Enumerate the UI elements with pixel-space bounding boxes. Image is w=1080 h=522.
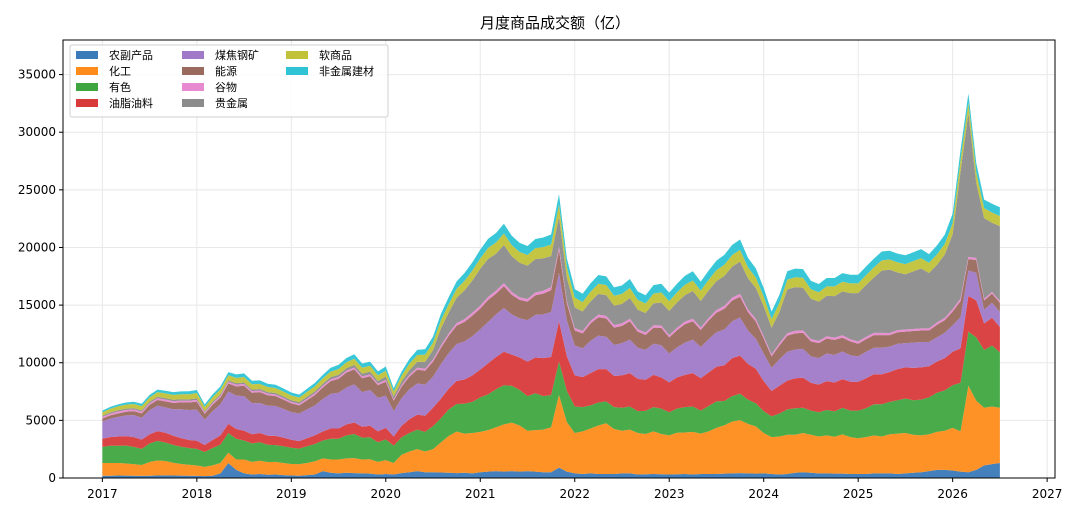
y-tick-label: 30000 [18, 125, 56, 139]
area-series-6 [102, 246, 1000, 419]
legend-label: 油脂油料 [109, 96, 153, 110]
area-series-layer [102, 93, 1000, 478]
area-series-4 [102, 270, 1000, 446]
x-tick-label: 2019 [276, 487, 307, 501]
legend-swatch [182, 83, 204, 91]
y-tick-label: 15000 [18, 298, 56, 312]
area-series-5 [102, 249, 1000, 422]
legend-swatch [182, 99, 204, 107]
x-tick-label: 2021 [465, 487, 496, 501]
legend-label: 谷物 [215, 80, 237, 94]
y-tick-label: 0 [48, 471, 56, 485]
x-tick-label: 2022 [559, 487, 590, 501]
legend-label: 有色 [109, 80, 131, 94]
legend-swatch [76, 67, 98, 75]
legend-label: 贵金属 [215, 96, 248, 110]
legend-label: 农副产品 [109, 48, 153, 62]
area-series-3 [102, 295, 1000, 452]
y-tick-label: 35000 [18, 68, 56, 82]
y-tick-label: 10000 [18, 356, 56, 370]
legend-label: 非金属建材 [319, 64, 374, 78]
x-tick-label: 2027 [1032, 487, 1063, 501]
area-series-2 [102, 331, 1000, 467]
x-tick-label: 2024 [748, 487, 779, 501]
y-tick-label: 20000 [18, 240, 56, 254]
legend-swatch [286, 51, 308, 59]
x-axis: 2017 2018 2019 2020 2021 2022 2023 2024 2025 2026… [87, 478, 1062, 501]
legend-swatch [76, 51, 98, 59]
x-tick-label: 2018 [182, 487, 213, 501]
area-series-0 [102, 463, 1000, 478]
x-tick-label: 2023 [654, 487, 685, 501]
chart-title: 月度商品成交额（亿） [480, 14, 630, 32]
plot-frame [62, 39, 1056, 479]
area-series-7 [102, 112, 1000, 417]
x-tick-label: 2017 [87, 487, 118, 501]
legend-label: 煤焦钢矿 [215, 49, 259, 62]
legend-swatch [182, 67, 204, 75]
legend-swatch [286, 67, 308, 75]
x-tick-label: 2026 [937, 487, 968, 501]
legend-swatch [182, 51, 204, 59]
area-series-1 [102, 385, 1000, 477]
legend-label: 能源 [215, 64, 237, 78]
y-axis: 0 5000 10000 15000 20000 25000 30000 35000 [18, 68, 63, 485]
x-tick-label: 2020 [371, 487, 402, 501]
legend-swatch [76, 99, 98, 107]
legend-swatch [76, 83, 98, 91]
y-tick-label: 25000 [18, 183, 56, 197]
legend-label: 软商品 [319, 48, 352, 62]
x-tick-label: 2025 [843, 487, 874, 501]
legend-box [69, 44, 389, 118]
y-tick-label: 5000 [25, 413, 56, 427]
legend-label: 化工 [109, 64, 131, 78]
